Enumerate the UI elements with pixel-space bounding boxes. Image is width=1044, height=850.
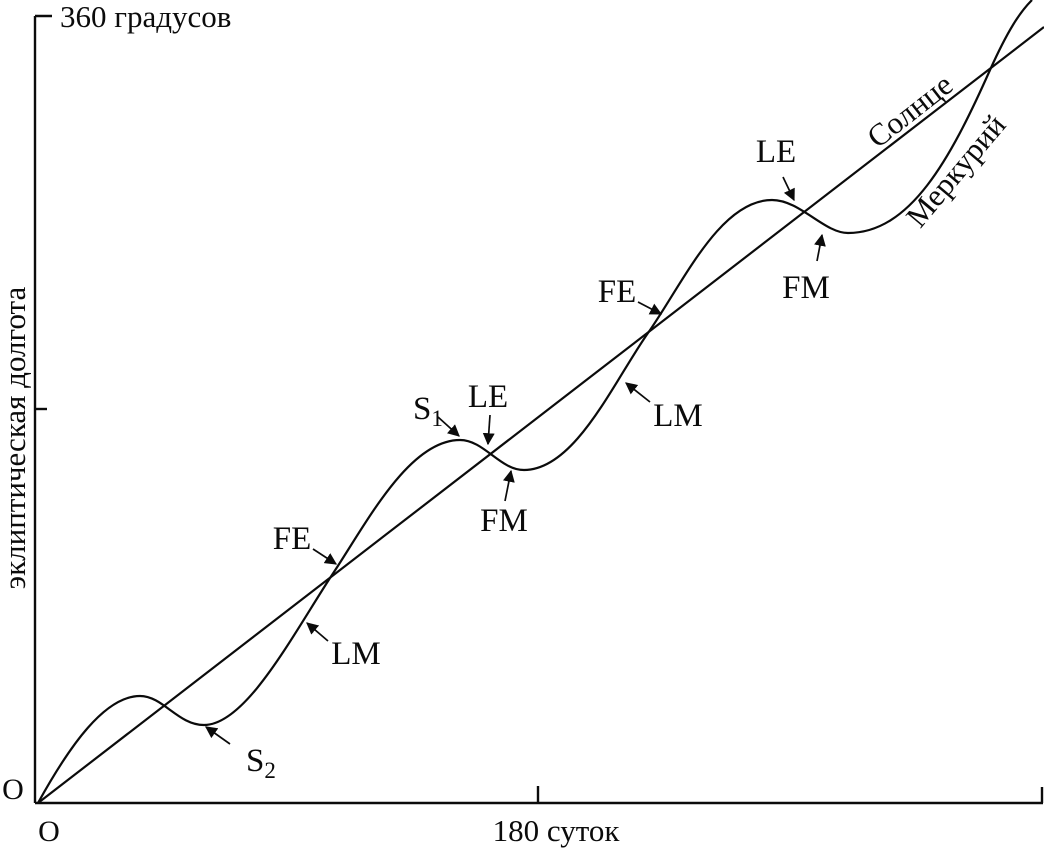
arrow-lm-2 bbox=[625, 382, 651, 403]
sun-series-label: Солнце bbox=[860, 67, 959, 155]
arrow-fm-1 bbox=[502, 469, 515, 502]
label-s1-sub: 1 bbox=[431, 406, 443, 431]
label-s2-main: S bbox=[246, 743, 264, 779]
label-s2: S2 bbox=[246, 743, 276, 783]
arrow-s2 bbox=[205, 726, 231, 745]
label-fe-2: FE bbox=[598, 274, 637, 310]
arrow-fm-2 bbox=[814, 233, 826, 262]
x-mid-tick-label: 180 суток bbox=[493, 813, 621, 848]
arrow-lm-1 bbox=[306, 622, 329, 642]
label-fm-1: FM bbox=[480, 503, 528, 539]
axes bbox=[33, 14, 1044, 805]
label-fm-2: FM bbox=[782, 270, 830, 306]
arrow-s1 bbox=[437, 416, 460, 437]
sun-line bbox=[37, 26, 1044, 804]
y-origin-label: O bbox=[2, 773, 24, 806]
label-lm-2: LM bbox=[653, 398, 703, 434]
y-axis-title: эклиптическая долгота bbox=[0, 287, 32, 590]
label-s1-main: S bbox=[413, 391, 431, 427]
y-max-tick-label: 360 градусов bbox=[60, 0, 231, 34]
x-origin-label: O bbox=[38, 815, 60, 848]
mercury-curve bbox=[37, 0, 1033, 804]
label-le-2: LE bbox=[756, 134, 796, 170]
arrow-fe-1 bbox=[312, 548, 338, 565]
annotation-arrows bbox=[205, 176, 826, 745]
label-s2-sub: 2 bbox=[264, 758, 276, 783]
label-fe-1: FE bbox=[273, 521, 312, 557]
label-s1: S1 bbox=[413, 391, 443, 431]
arrow-le-1 bbox=[482, 414, 495, 446]
label-lm-1: LM bbox=[331, 636, 381, 672]
arrow-fe-2 bbox=[637, 301, 663, 315]
arrow-le-2 bbox=[782, 176, 795, 202]
label-le-1: LE bbox=[468, 379, 508, 415]
